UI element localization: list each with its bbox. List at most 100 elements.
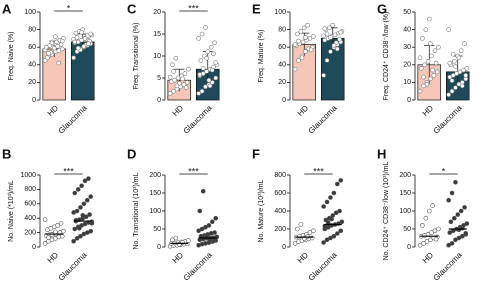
y-tick-label: 200 (399, 172, 411, 179)
data-point (75, 45, 81, 51)
y-tick-label: 800 (274, 172, 286, 179)
data-point (338, 228, 344, 234)
x-tick-label: HD (171, 250, 186, 265)
data-point (203, 84, 208, 90)
data-point (428, 76, 433, 82)
data-point (426, 16, 432, 22)
data-point (464, 66, 470, 71)
data-point (423, 27, 429, 32)
y-tick-label: 100 (399, 208, 411, 215)
data-point (321, 204, 326, 209)
y-tick-label: 100 (274, 9, 286, 16)
data-point (78, 233, 83, 239)
data-point (72, 39, 78, 45)
data-point (181, 82, 187, 87)
data-point (167, 74, 173, 80)
x-tick-label: Glaucoma (182, 250, 215, 283)
data-point (324, 58, 330, 63)
y-tick-label: 0 (282, 244, 286, 251)
data-point (449, 241, 455, 246)
data-point (298, 222, 304, 227)
y-axis-label: No. Transitional (10³)/mL (133, 172, 140, 249)
significance: *** (188, 3, 199, 13)
panel-letter: F (252, 146, 260, 161)
y-tick-label: 10 (153, 53, 161, 60)
data-point (460, 83, 465, 89)
x-tick-label: HD (46, 250, 61, 265)
x-tick-label: Glaucoma (57, 250, 90, 283)
data-point (79, 183, 84, 189)
data-point (335, 181, 340, 187)
y-tick-label: 20 (403, 62, 411, 69)
x-tick-label: Glaucoma (57, 103, 90, 136)
data-point (71, 238, 76, 244)
data-point (211, 51, 216, 57)
data-point (448, 219, 454, 225)
x-tick-label: HD (421, 103, 436, 118)
y-tick-label: 80 (28, 26, 36, 33)
data-point (204, 55, 209, 61)
data-point (210, 219, 215, 225)
data-point (88, 194, 94, 199)
data-point (329, 216, 334, 222)
data-point (430, 203, 435, 208)
y-tick-label: 40 (403, 26, 411, 33)
data-point (420, 36, 425, 41)
data-point (296, 58, 301, 63)
y-tick-label: 40 (28, 62, 36, 69)
data-point (431, 73, 437, 78)
data-point (213, 75, 219, 81)
y-tick-label: 20 (28, 79, 36, 86)
data-point (292, 42, 298, 47)
data-point (171, 88, 176, 94)
y-tick-label: 50 (403, 9, 411, 16)
y-tick-label: 0 (157, 244, 161, 251)
data-point (311, 34, 316, 39)
data-point (203, 25, 208, 30)
data-point (46, 51, 51, 56)
data-point (446, 27, 451, 32)
y-tick-label: 200 (274, 226, 286, 233)
data-point (82, 178, 88, 184)
data-point (53, 34, 58, 39)
significance: * (67, 3, 71, 13)
x-tick-label: HD (46, 103, 61, 118)
data-point (462, 205, 467, 210)
data-point (447, 60, 453, 66)
data-point (433, 60, 439, 66)
x-tick-label: HD (171, 103, 186, 118)
data-point (213, 215, 219, 221)
data-point (460, 225, 465, 231)
data-point (79, 29, 84, 35)
data-point (453, 85, 458, 90)
panel-letter: C (127, 1, 137, 16)
data-point (436, 226, 441, 232)
data-point (328, 195, 333, 200)
data-point (73, 218, 79, 223)
y-tick-label: 200 (24, 229, 36, 236)
data-point (296, 38, 301, 44)
y-tick-label: 150 (149, 190, 161, 197)
data-point (449, 78, 455, 83)
data-point (59, 38, 65, 44)
data-point (206, 77, 212, 83)
data-point (207, 83, 213, 89)
data-point (89, 220, 95, 226)
panel-letter: H (377, 146, 386, 161)
panel-letter: D (127, 146, 136, 161)
data-point (331, 43, 337, 48)
x-tick-label: Glaucoma (307, 250, 340, 283)
y-axis-label: Freq. Mature (%) (258, 30, 265, 83)
bar (70, 41, 95, 101)
data-point (186, 66, 191, 72)
y-axis-label: No. CD24⁺ CD38⁻/low (10³)/mL (383, 161, 390, 260)
data-point (328, 49, 333, 54)
data-point (417, 88, 423, 94)
data-point (42, 241, 48, 246)
data-point (328, 35, 333, 40)
data-point (295, 226, 300, 232)
data-point (183, 85, 189, 90)
y-tick-label: 150 (399, 190, 411, 197)
y-tick-label: 0 (407, 97, 411, 104)
